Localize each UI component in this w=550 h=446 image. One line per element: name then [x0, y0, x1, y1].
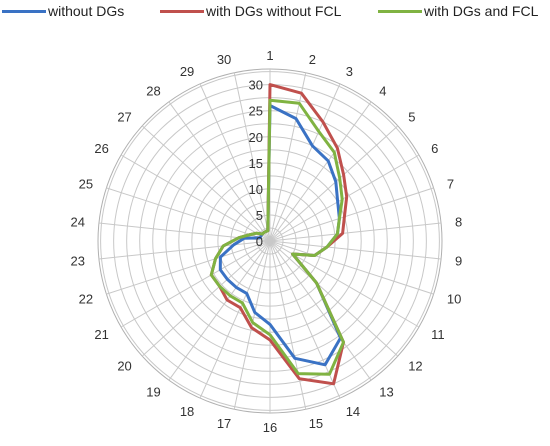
grid-spoke — [269, 240, 307, 410]
radial-tick-label: 15 — [249, 156, 263, 171]
category-label: 29 — [180, 64, 194, 79]
category-label: 27 — [117, 110, 131, 125]
legend-label: with DGs and FCL — [424, 3, 539, 19]
legend-swatch-green — [378, 9, 422, 13]
legend-label: without DGs — [48, 3, 125, 19]
radial-tick-label: 20 — [249, 130, 263, 145]
radial-tick-label: 5 — [256, 208, 263, 223]
legend-item-with-dgs-without-fcl: with DGs without FCL — [160, 3, 341, 19]
grid-spoke — [106, 187, 271, 242]
category-label: 10 — [447, 292, 461, 307]
category-label: 28 — [146, 84, 160, 99]
category-label: 25 — [79, 177, 93, 192]
radial-tick-label: 30 — [249, 78, 263, 93]
category-label: 26 — [94, 141, 108, 156]
category-label: 19 — [146, 385, 160, 400]
grid-spoke — [269, 240, 341, 399]
grid-spoke — [269, 222, 442, 242]
category-label: 17 — [217, 416, 231, 431]
grid-spoke — [269, 101, 372, 242]
grid-spoke — [106, 240, 271, 295]
grid-spoke — [141, 240, 271, 357]
category-label: 22 — [79, 292, 93, 307]
category-label: 6 — [431, 141, 438, 156]
category-label: 9 — [455, 253, 462, 268]
category-label: 14 — [346, 404, 360, 419]
grid-spoke — [199, 83, 271, 242]
category-label: 13 — [379, 385, 393, 400]
series-line-3 — [209, 98, 345, 376]
category-label: 5 — [408, 110, 415, 125]
legend-swatch-red — [160, 9, 204, 13]
category-label: 11 — [431, 327, 445, 342]
legend-label: with DGs without FCL — [206, 3, 342, 19]
legend-item-with-dgs-and-fcl: with DGs and FCL — [378, 3, 538, 19]
grid-spoke — [269, 125, 399, 242]
radial-tick-label: 0 — [256, 234, 263, 249]
grid-spoke — [141, 125, 271, 242]
legend: without DGs with DGs without FCL with DG… — [0, 3, 550, 23]
grid-spoke — [199, 240, 271, 399]
category-label: 21 — [94, 327, 108, 342]
series-line-1 — [218, 104, 342, 367]
category-label: 16 — [263, 420, 277, 435]
category-label: 23 — [71, 253, 85, 268]
grid-spoke — [269, 240, 442, 260]
category-label: 4 — [379, 84, 386, 99]
grid-spoke — [269, 72, 307, 242]
category-label: 18 — [180, 404, 194, 419]
legend-item-without-dgs: without DGs — [2, 3, 124, 19]
category-label: 1 — [266, 48, 273, 63]
grid-spoke — [168, 101, 271, 242]
radial-tick-label: 25 — [249, 104, 263, 119]
grid-spoke — [269, 83, 341, 242]
grid-spoke — [233, 240, 271, 410]
category-label: 30 — [217, 52, 231, 67]
category-label: 8 — [455, 215, 462, 230]
grid-spoke — [120, 240, 271, 328]
grid-spoke — [269, 154, 420, 242]
category-label: 12 — [408, 359, 422, 374]
category-label: 24 — [71, 215, 85, 230]
category-label: 7 — [447, 177, 454, 192]
grid-spoke — [120, 154, 271, 242]
category-label: 2 — [309, 52, 316, 67]
legend-swatch-blue — [2, 9, 46, 13]
grid-spoke — [269, 187, 434, 242]
grid-spoke — [233, 72, 271, 242]
grid-spoke — [269, 240, 372, 381]
category-label: 20 — [117, 359, 131, 374]
category-label: 3 — [346, 64, 353, 79]
grid-spoke — [269, 240, 434, 295]
radial-tick-label: 10 — [249, 182, 263, 197]
grid-spoke — [269, 240, 399, 357]
category-label: 15 — [309, 416, 323, 431]
grid-spoke — [98, 240, 271, 260]
grid-spoke — [168, 240, 271, 381]
